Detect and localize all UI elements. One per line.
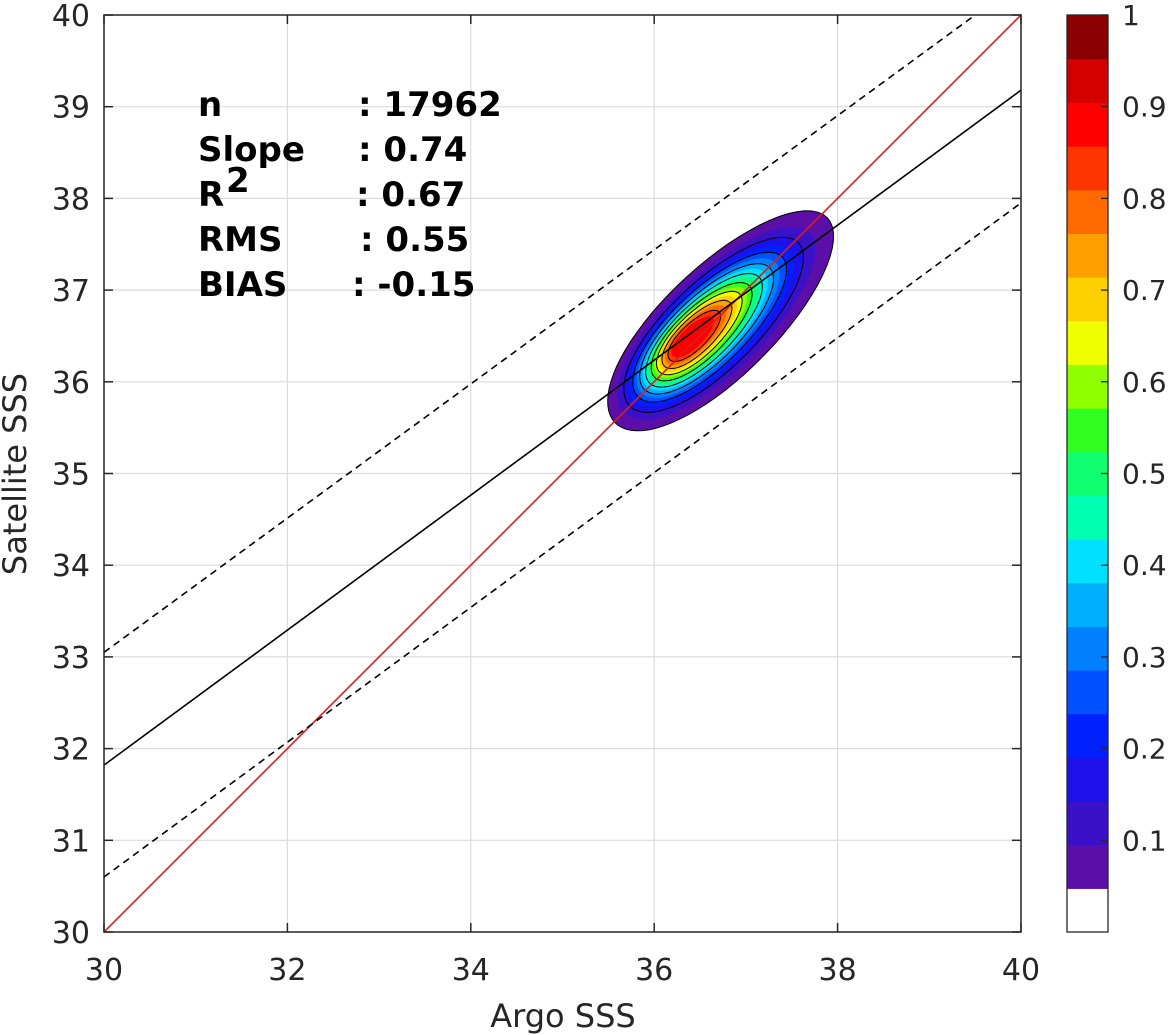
colorbar-band <box>1067 495 1108 540</box>
density-contours <box>607 210 835 432</box>
colorbar-tick-label: 0.6 <box>1122 366 1167 399</box>
stat-value-4: : 0.55 <box>360 220 469 260</box>
y-tick-label: 30 <box>52 916 90 951</box>
stat-value-3: : 0.67 <box>356 175 465 215</box>
colorbar-tick-label: 0.7 <box>1122 274 1167 307</box>
colorbar-band <box>1067 102 1108 147</box>
contour-band-18 <box>671 316 714 358</box>
reference-lines <box>104 15 1021 932</box>
x-tick-label: 34 <box>452 953 490 988</box>
axis-ticks: 30 32 34 36 38 40 30 31 32 33 34 35 36 37 38 39 40 <box>52 0 1040 988</box>
colorbar-band <box>1067 626 1108 671</box>
colorbar-band <box>1067 146 1108 191</box>
colorbar-tick-label: 1 <box>1122 0 1140 32</box>
colorbar-tick-label: 0.3 <box>1122 641 1167 674</box>
y-tick-label: 40 <box>52 0 90 34</box>
x-tick-label: 32 <box>268 953 306 988</box>
colorbar-tick-label: 0.1 <box>1122 824 1167 857</box>
line-regression <box>104 89 1021 766</box>
colorbar-tick-label: 0.4 <box>1122 549 1167 582</box>
colorbar-tick-label: 0.2 <box>1122 733 1167 766</box>
colorbar-band <box>1067 539 1108 584</box>
statistics-box: n : 17962 Slope : 0.74 R 2 : 0.67 RMS : 0.55 BIAS… <box>198 85 502 305</box>
stat-label-4: RMS <box>198 220 283 260</box>
y-tick-label: 34 <box>52 549 90 584</box>
stat-value-1: : 17962 <box>358 85 502 125</box>
stat-label-superscript: 2 <box>226 161 250 201</box>
stat-value-2: : 0.74 <box>358 130 467 170</box>
y-tick-label: 38 <box>52 182 90 217</box>
colorbar: 0.1 0.2 0.3 0.4 0.5 0.6 0.7 0.8 0.9 1 <box>1066 0 1167 933</box>
colorbar-tick-label: 0.5 <box>1122 458 1167 491</box>
y-tick-label: 35 <box>52 458 90 493</box>
colorbar-band <box>1067 189 1108 234</box>
colorbar-band <box>1067 277 1108 322</box>
colorbar-band <box>1067 757 1108 802</box>
colorbar-tick-label: 0.9 <box>1122 91 1167 124</box>
x-tick-label: 36 <box>635 953 673 988</box>
y-tick-label: 36 <box>52 366 90 401</box>
y-tick-label: 32 <box>52 733 90 768</box>
colorbar-band <box>1067 320 1108 365</box>
stat-value-5: : -0.15 <box>352 265 475 305</box>
stat-label-3: R <box>198 175 224 215</box>
line-lower-bound <box>104 202 1021 878</box>
colorbar-band <box>1067 408 1108 453</box>
colorbar-band <box>1067 364 1108 409</box>
colorbar-band <box>1067 801 1108 846</box>
y-tick-label: 31 <box>52 824 90 859</box>
colorbar-band <box>1067 670 1108 715</box>
y-tick-label: 33 <box>52 641 90 676</box>
x-axis-label: Argo SSS <box>490 997 635 1035</box>
y-tick-label: 37 <box>52 274 90 309</box>
stat-label-1: n <box>198 85 222 125</box>
colorbar-band <box>1067 58 1108 103</box>
x-tick-label: 38 <box>819 953 857 988</box>
colorbar-band <box>1067 15 1108 60</box>
stat-label-5: BIAS <box>198 265 287 305</box>
colorbar-tick-label: 0.8 <box>1122 182 1167 215</box>
colorbar-band <box>1067 582 1108 627</box>
colorbar-band <box>1067 233 1108 278</box>
colorbar-band <box>1067 888 1108 933</box>
x-tick-label: 40 <box>1002 953 1040 988</box>
colorbar-band <box>1067 844 1108 889</box>
x-tick-label: 30 <box>85 953 123 988</box>
stat-label-2: Slope <box>198 130 305 170</box>
colorbar-band <box>1067 713 1108 758</box>
y-tick-label: 39 <box>52 91 90 126</box>
y-axis-label: Satellite SSS <box>0 373 34 575</box>
line-one-to-one <box>104 15 1021 932</box>
